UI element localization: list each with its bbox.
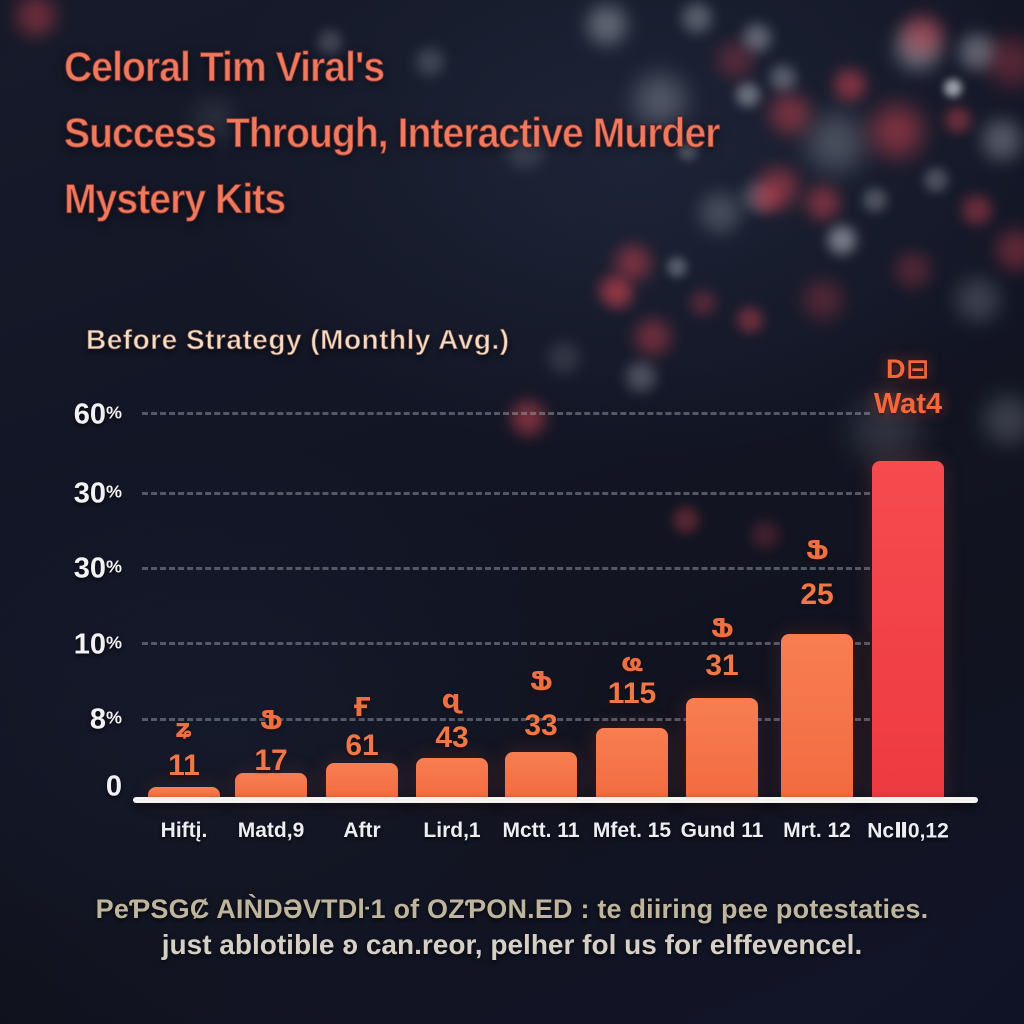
bar-Matd,9: [235, 773, 307, 800]
bokeh-red-circle: [945, 107, 971, 133]
corner-note-line-1: D⊟: [885, 354, 931, 384]
bokeh-red-circle: [606, 281, 634, 309]
bar-Mfet. 15: [596, 728, 668, 800]
bokeh-red-circle: [803, 280, 843, 320]
gridline-2: [142, 567, 870, 570]
bar-value-label: 25: [800, 578, 834, 611]
title-line-1: Celoral Tim Viral's: [63, 42, 386, 91]
gridline-3: [142, 642, 870, 645]
footer-caption-line-1: PeƤSGȻ AIǸDƏVTDŀ1 of OZƤON.ED : te diiri…: [95, 894, 929, 924]
bar-value-label: 33: [524, 709, 558, 742]
page-title: Celoral Tim Viral's Success Through, Int…: [63, 34, 824, 232]
bar-Mctt. 11: [505, 752, 577, 800]
bar-Lird,1: [416, 758, 488, 800]
bokeh-red-circle: [988, 38, 1024, 86]
gridline-1: [142, 492, 870, 495]
y-axis-tick-label: 0: [105, 770, 122, 803]
bokeh-red-circle: [615, 245, 651, 281]
bokeh-gray-circle: [667, 257, 687, 277]
bokeh-gray-circle: [682, 3, 712, 33]
y-axis-tick-label: 60%: [73, 398, 122, 431]
x-axis-category-label: NcⅡ0,12: [867, 819, 949, 843]
x-axis-category-label: Matd,9: [237, 819, 305, 842]
gridline-0: [142, 412, 870, 415]
footer-caption-line-2: just ablotible ʚ can.reor, pelher fol us…: [161, 929, 863, 960]
bokeh-gray-circle: [956, 278, 1000, 322]
bar-Mrt. 12: [781, 634, 853, 800]
bokeh-red-circle: [511, 401, 545, 435]
bar-Gund 11: [686, 698, 758, 800]
bokeh-red-circle: [962, 195, 992, 225]
bokeh-red-circle: [895, 252, 931, 288]
bar-glyph-mark: ʑ: [175, 714, 193, 744]
bar-glyph-mark: ɋ: [441, 685, 463, 715]
bokeh-gray-circle: [984, 396, 1024, 444]
x-axis-line: [133, 797, 978, 803]
chart-subtitle: Before Strategy (Monthly Avg.): [85, 323, 510, 355]
bar-glyph-mark: Ֆ: [710, 614, 734, 644]
bokeh-gray-circle: [828, 226, 856, 254]
bar-value-label: 43: [435, 721, 469, 754]
bar-value-label: 17: [254, 744, 288, 777]
bar-Hiftį.: [148, 787, 220, 800]
bokeh-gray-circle: [924, 168, 948, 192]
x-axis-category-label: Mrt. 12: [783, 819, 851, 842]
bokeh-gray-circle: [863, 188, 887, 212]
title-line-2: Success Through, Interactive Murder: [63, 108, 721, 157]
bokeh-red-circle: [834, 69, 866, 101]
bokeh-red-circle: [751, 521, 779, 549]
title-line-3: Mystery Kits: [63, 174, 286, 223]
x-axis-category-label: Gund 11: [680, 819, 764, 842]
y-axis-tick-label: 30%: [73, 477, 122, 510]
bokeh-red-circle: [690, 290, 716, 316]
bar-glyph-mark: Ֆ: [529, 667, 553, 697]
bokeh-gray-circle: [982, 120, 1022, 160]
corner-note: D⊟ Wat4: [858, 352, 958, 422]
bar-glyph-mark: Ֆ: [259, 706, 283, 736]
bar-glyph-mark: Ֆ: [805, 536, 829, 566]
bokeh-red-circle: [598, 275, 628, 305]
bar-glyph-mark: Ғ: [353, 693, 371, 723]
bokeh-red-circle: [635, 319, 671, 355]
bar-glyph-mark: ҩ: [620, 648, 644, 678]
y-axis-tick-label: 8%: [89, 703, 122, 736]
bar-value-label: 11: [168, 749, 200, 782]
bokeh-red-circle: [737, 307, 763, 333]
bokeh-gray-circle: [896, 26, 940, 70]
bokeh-red-circle: [903, 15, 943, 55]
x-axis-category-label: Aftr: [343, 819, 381, 842]
bar-NcⅡ0,12: [872, 461, 944, 800]
x-axis-category-label: Lird,1: [423, 819, 481, 842]
bokeh-gray-circle: [944, 79, 962, 97]
x-axis-category-label: Mctt. 11: [502, 819, 580, 842]
bar-Aftr: [326, 763, 398, 800]
bokeh-red-circle: [16, 0, 56, 36]
bokeh-gray-circle: [626, 362, 656, 392]
bar-value-label: 61: [345, 729, 379, 762]
bar-value-label: 115: [607, 677, 657, 710]
bokeh-gray-circle: [959, 34, 995, 70]
y-axis-tick-label: 30%: [73, 552, 122, 585]
bokeh-red-circle: [673, 507, 699, 533]
bar-value-label: 31: [705, 649, 739, 682]
gridline-4: [142, 718, 870, 721]
bokeh-red-circle: [996, 230, 1024, 270]
bokeh-red-circle: [871, 105, 923, 157]
y-axis-tick-label: 10%: [73, 628, 122, 661]
corner-note-line-2: Wat4: [873, 388, 943, 420]
bokeh-gray-circle: [548, 342, 580, 374]
x-axis-category-label: Mfet. 15: [592, 819, 672, 842]
footer-caption: PeƤSGȻ AIǸDƏVTDŀ1 of OZƤON.ED : te diiri…: [0, 892, 1024, 964]
x-axis-category-label: Hiftį.: [160, 819, 208, 842]
